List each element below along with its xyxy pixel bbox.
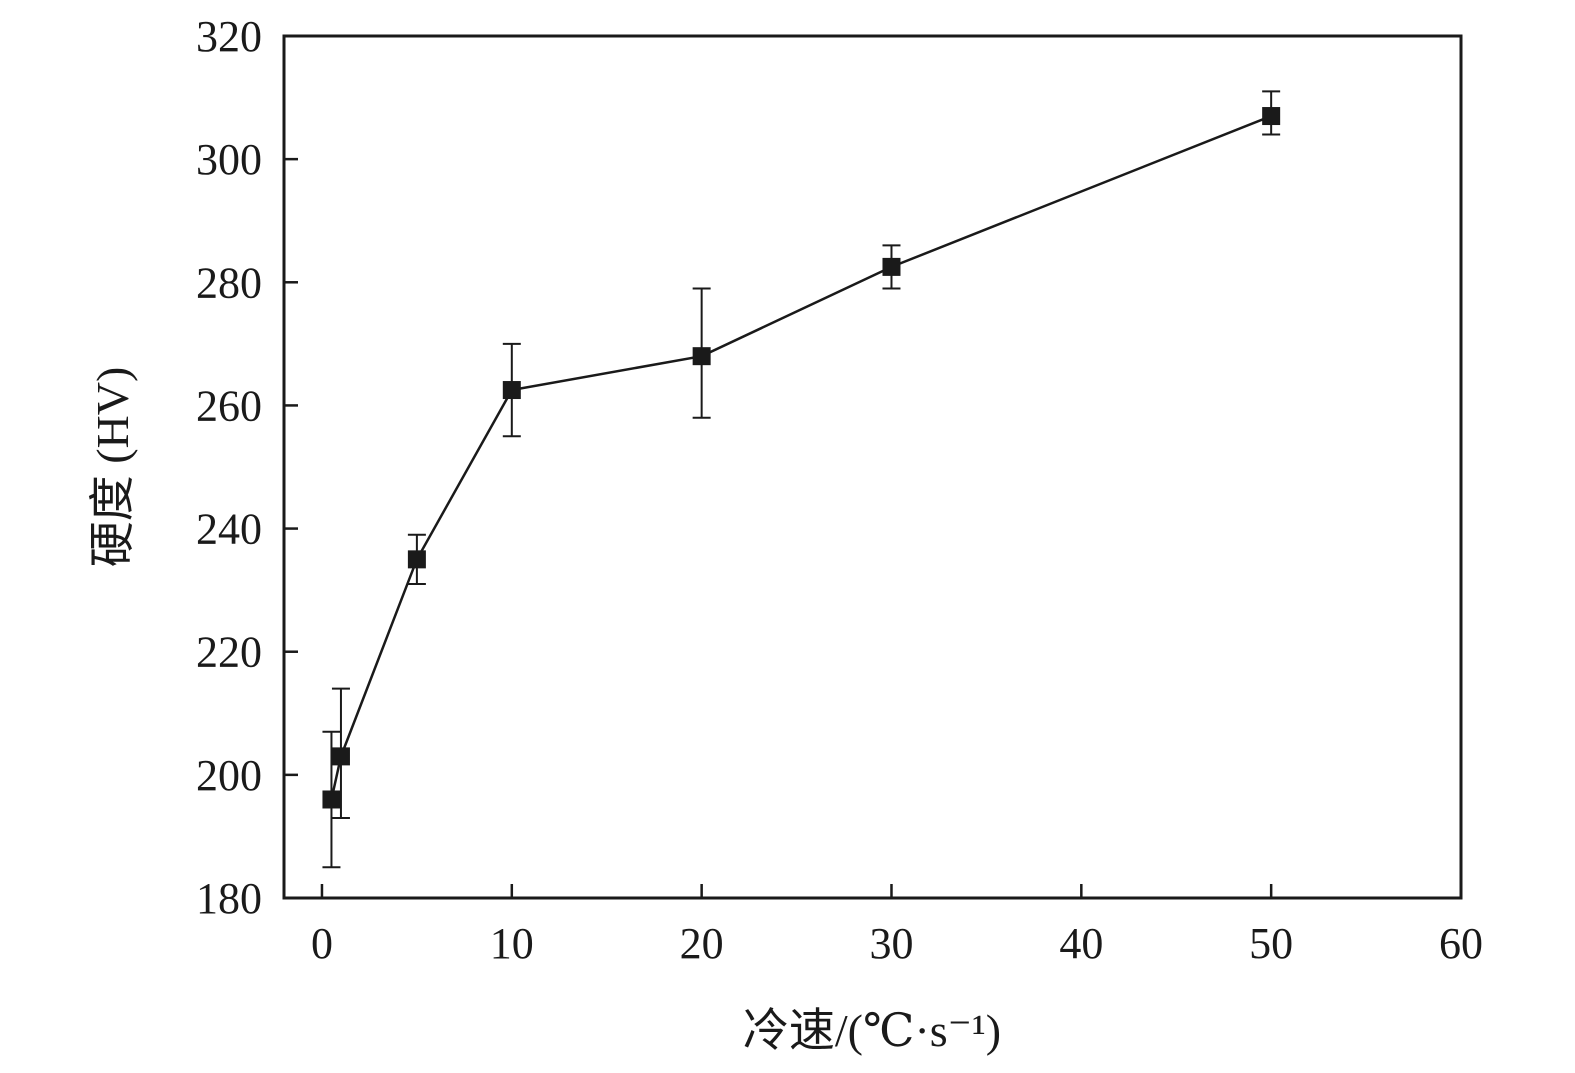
series-line — [330, 114, 1272, 800]
x-tick-label: 50 — [1249, 919, 1293, 968]
axis-tick-labels: 0 10 20 30 40 50 60 180 200 220 240 260 280 300 320 — [196, 12, 1483, 968]
series — [322, 90, 1281, 869]
y-axis-title: 硬度 (HV) — [87, 367, 138, 568]
x-tick-label: 10 — [490, 919, 534, 968]
y-tick-label: 200 — [196, 751, 262, 800]
data-point — [1262, 107, 1281, 126]
x-axis-title: 冷速/(℃·s⁻¹) — [743, 1005, 1001, 1056]
x-tick-label: 20 — [680, 919, 724, 968]
data-point — [692, 347, 711, 366]
data-point — [407, 550, 426, 569]
x-tick-label: 30 — [869, 919, 913, 968]
y-tick-label: 320 — [196, 12, 262, 61]
data-point — [882, 257, 901, 276]
axis-ticks — [284, 34, 1463, 900]
y-tick-label: 220 — [196, 628, 262, 677]
data-point — [322, 790, 341, 809]
y-tick-label: 260 — [196, 381, 262, 430]
data-point — [331, 747, 350, 766]
data-point — [502, 381, 521, 400]
y-tick-label: 280 — [196, 258, 262, 307]
y-tick-label: 180 — [196, 874, 262, 923]
plot-frame — [282, 34, 1463, 900]
x-tick-label: 0 — [311, 919, 333, 968]
x-tick-label: 60 — [1439, 919, 1483, 968]
y-tick-label: 300 — [196, 135, 262, 184]
y-tick-label: 240 — [196, 505, 262, 554]
x-tick-label: 40 — [1059, 919, 1103, 968]
